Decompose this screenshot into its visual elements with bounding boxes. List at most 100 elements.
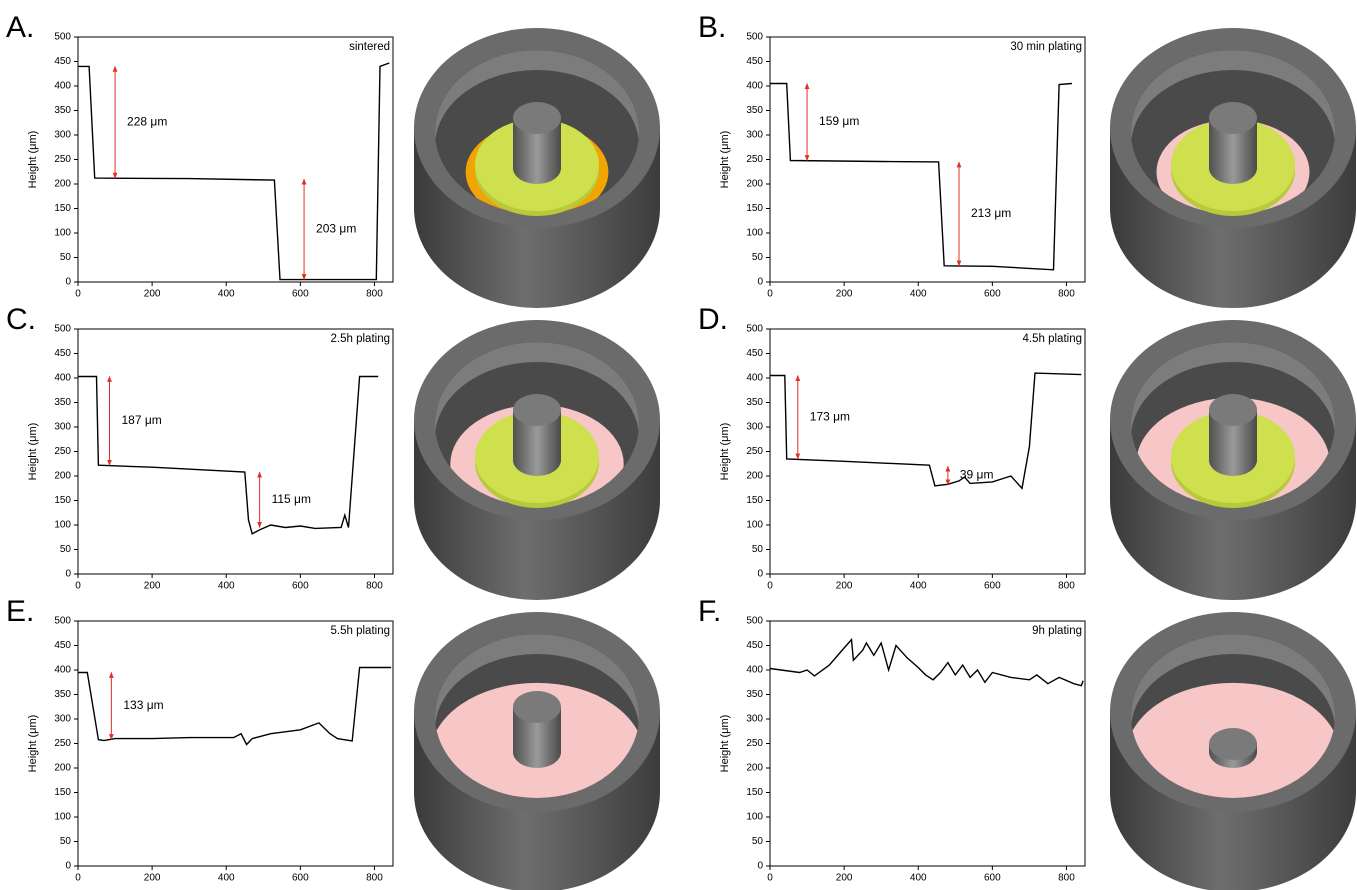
part-render [1110, 320, 1356, 600]
render-pillar-top [513, 102, 561, 134]
plot-frame [770, 621, 1085, 866]
y-tick-label: 50 [60, 544, 72, 555]
y-tick-label: 400 [54, 665, 71, 676]
plot-frame [78, 37, 393, 282]
x-tick-label: 600 [292, 873, 309, 884]
x-tick-label: 600 [984, 873, 1001, 884]
panel-label: D. [698, 303, 728, 336]
x-tick-label: 800 [366, 581, 383, 592]
x-tick-label: 200 [836, 289, 853, 300]
y-tick-label: 350 [54, 689, 71, 700]
annotation-label: 39 μm [960, 468, 994, 482]
annotation-label: 159 μm [819, 114, 859, 128]
y-tick-label: 250 [54, 446, 71, 457]
y-tick-label: 150 [746, 787, 763, 798]
y-tick-label: 100 [746, 228, 763, 239]
plot-frame [78, 329, 393, 574]
x-tick-label: 200 [144, 873, 161, 884]
x-tick-label: 0 [75, 873, 81, 884]
y-tick-label: 50 [752, 544, 764, 555]
y-tick-label: 50 [60, 836, 72, 847]
figure: A.sinteredHeight (μm)0501001502002503003… [0, 0, 1357, 890]
y-tick-label: 250 [746, 446, 763, 457]
chart: B.30 min platingHeight (μm)0501001502002… [698, 11, 1085, 300]
panel-label: A. [6, 11, 34, 44]
annotation-label: 203 μm [316, 221, 356, 235]
y-tick-label: 450 [54, 56, 71, 67]
chart-title: 4.5h plating [1023, 333, 1082, 345]
y-tick-label: 450 [54, 348, 71, 359]
y-tick-label: 200 [54, 179, 71, 190]
y-axis-label: Height (μm) [27, 423, 39, 481]
x-tick-label: 0 [75, 581, 81, 592]
y-tick-label: 400 [746, 665, 763, 676]
y-tick-label: 500 [54, 324, 71, 335]
y-tick-label: 100 [54, 812, 71, 823]
y-tick-label: 250 [54, 154, 71, 165]
render-pillar-top [513, 394, 561, 426]
y-tick-label: 100 [54, 228, 71, 239]
y-tick-label: 200 [746, 763, 763, 774]
x-tick-label: 0 [75, 289, 81, 300]
annotation-label: 213 μm [971, 206, 1011, 220]
y-tick-label: 100 [54, 520, 71, 531]
y-tick-label: 250 [746, 154, 763, 165]
part-render [1110, 28, 1356, 308]
annotation-label: 187 μm [122, 413, 162, 427]
y-tick-label: 150 [54, 495, 71, 506]
y-tick-label: 0 [757, 277, 763, 288]
y-axis-label: Height (μm) [719, 715, 731, 773]
x-tick-label: 800 [1058, 873, 1075, 884]
plot-frame [770, 37, 1085, 282]
y-tick-label: 350 [54, 397, 71, 408]
y-tick-label: 450 [746, 56, 763, 67]
y-tick-label: 400 [746, 81, 763, 92]
x-tick-label: 600 [292, 289, 309, 300]
y-tick-label: 250 [54, 738, 71, 749]
part-render [414, 28, 660, 308]
render-pillar-top [1209, 394, 1257, 426]
x-tick-label: 800 [366, 873, 383, 884]
y-axis-label: Height (μm) [719, 131, 731, 189]
y-axis-label: Height (μm) [27, 715, 39, 773]
render-pillar-top [1209, 102, 1257, 134]
y-tick-label: 300 [54, 714, 71, 725]
panel-label: F. [698, 595, 721, 628]
y-tick-label: 300 [746, 714, 763, 725]
y-tick-label: 0 [757, 861, 763, 872]
annotation-label: 133 μm [123, 698, 163, 712]
y-tick-label: 300 [746, 130, 763, 141]
data-line [78, 377, 378, 534]
page: A.sinteredHeight (μm)0501001502002503003… [0, 0, 1357, 890]
y-tick-label: 350 [746, 105, 763, 116]
x-tick-label: 400 [910, 873, 927, 884]
y-tick-label: 350 [746, 689, 763, 700]
part-render [1110, 612, 1356, 890]
data-line [770, 84, 1072, 270]
y-tick-label: 150 [746, 495, 763, 506]
y-tick-label: 400 [54, 373, 71, 384]
x-tick-label: 600 [984, 289, 1001, 300]
y-tick-label: 200 [54, 763, 71, 774]
y-tick-label: 450 [746, 348, 763, 359]
y-tick-label: 300 [54, 422, 71, 433]
annotation-label: 115 μm [272, 492, 311, 506]
panel-label: B. [698, 11, 726, 44]
y-tick-label: 300 [54, 130, 71, 141]
data-line [78, 63, 389, 280]
x-tick-label: 800 [1058, 289, 1075, 300]
y-tick-label: 200 [746, 471, 763, 482]
y-tick-label: 100 [746, 520, 763, 531]
x-tick-label: 0 [767, 873, 773, 884]
x-tick-label: 0 [767, 289, 773, 300]
x-tick-label: 200 [144, 289, 161, 300]
x-tick-label: 600 [292, 581, 309, 592]
annotation-label: 228 μm [127, 114, 167, 128]
plot-frame [770, 329, 1085, 574]
y-tick-label: 0 [65, 861, 71, 872]
plot-frame [78, 621, 393, 866]
